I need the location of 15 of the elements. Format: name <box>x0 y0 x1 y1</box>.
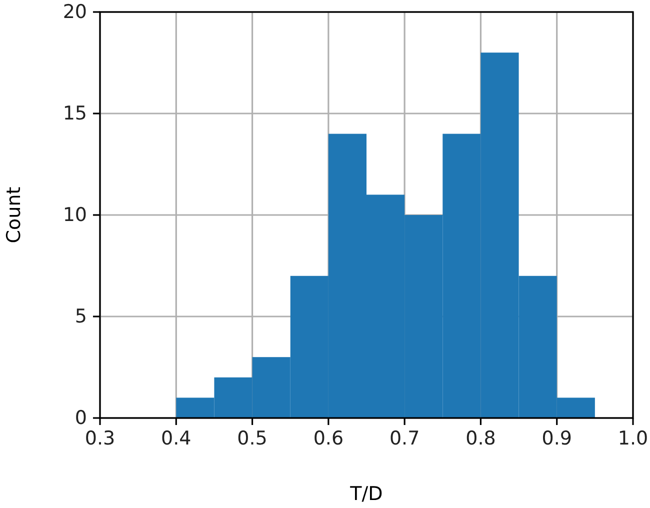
x-tick-label: 0.6 <box>313 427 344 450</box>
y-tick-label: 20 <box>62 1 87 24</box>
y-axis-title: Count <box>3 186 25 244</box>
x-tick-label: 0.4 <box>161 427 192 450</box>
x-tick-label: 1.0 <box>618 427 648 450</box>
x-tick-label: 0.8 <box>466 427 496 450</box>
x-tick-label: 0.7 <box>389 427 420 450</box>
x-tick-label: 0.3 <box>84 427 116 450</box>
y-tick-label: 15 <box>62 102 87 125</box>
y-tick-label: 0 <box>74 407 87 430</box>
x-tick-label: 0.9 <box>542 427 572 450</box>
y-tick-label: 10 <box>62 204 87 226</box>
x-tick-label: 0.5 <box>237 427 268 450</box>
x-axis-title: T/D <box>349 483 383 505</box>
y-tick-label: 5 <box>74 306 87 328</box>
